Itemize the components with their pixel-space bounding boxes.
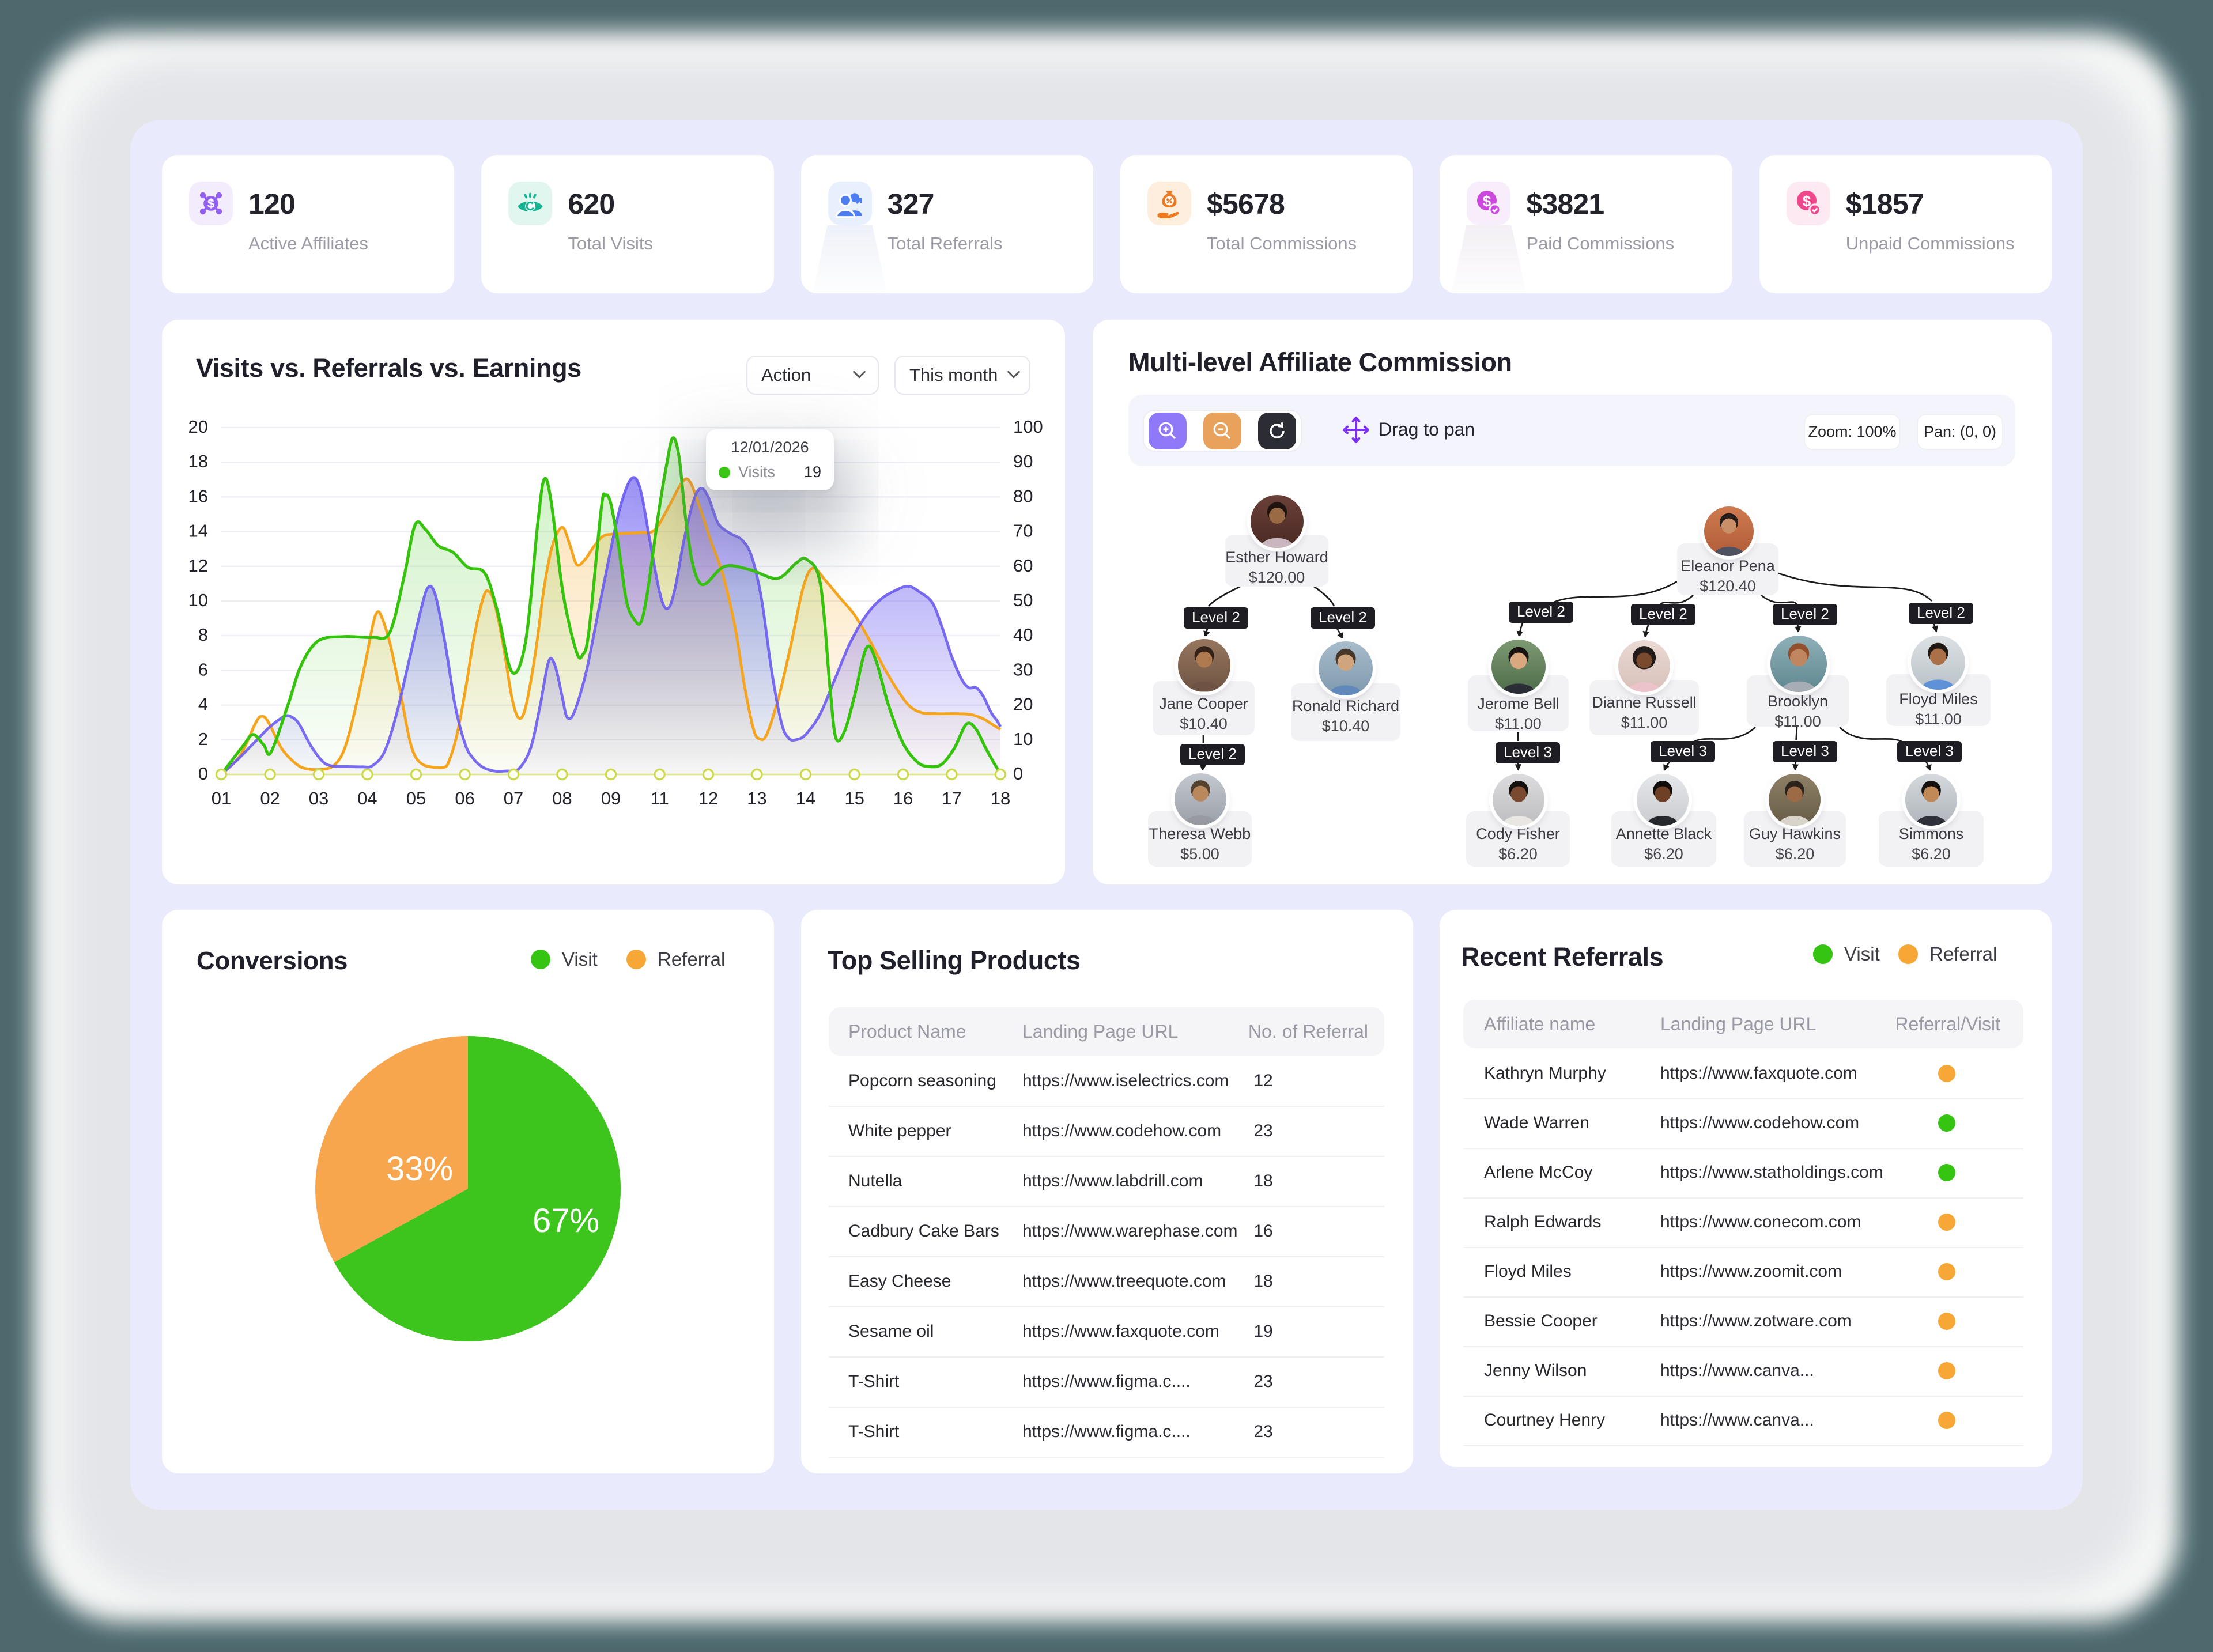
- svg-text:16: 16: [893, 788, 913, 808]
- svg-text:10: 10: [188, 590, 208, 610]
- svg-text:06: 06: [455, 788, 474, 808]
- svg-text:20: 20: [1013, 694, 1033, 715]
- svg-text:0: 0: [198, 763, 208, 784]
- svg-text:01: 01: [212, 788, 231, 808]
- svg-text:33%: 33%: [386, 1150, 453, 1188]
- svg-text:30: 30: [1013, 659, 1033, 679]
- svg-text:67%: 67%: [533, 1202, 599, 1239]
- svg-text:0: 0: [1013, 763, 1023, 784]
- svg-text:07: 07: [504, 788, 523, 808]
- svg-text:17: 17: [942, 788, 961, 808]
- svg-text:60: 60: [1013, 555, 1033, 576]
- svg-text:8: 8: [198, 625, 208, 645]
- svg-text:10: 10: [1013, 729, 1033, 749]
- svg-text:50: 50: [1013, 590, 1033, 610]
- svg-text:$: $: [1803, 192, 1811, 210]
- svg-text:12: 12: [698, 788, 718, 808]
- svg-text:03: 03: [309, 788, 328, 808]
- svg-text:80: 80: [1013, 486, 1033, 506]
- svg-text:05: 05: [406, 788, 426, 808]
- svg-text:11: 11: [651, 788, 669, 808]
- svg-text:12: 12: [188, 555, 208, 576]
- svg-text:18: 18: [991, 788, 1010, 808]
- svg-text:16: 16: [188, 486, 208, 506]
- svg-text:$: $: [1483, 192, 1491, 210]
- svg-text:14: 14: [188, 521, 208, 541]
- svg-text:20: 20: [188, 417, 208, 437]
- svg-text:14: 14: [796, 788, 815, 808]
- svg-text:6: 6: [198, 659, 208, 679]
- svg-text:40: 40: [1013, 625, 1033, 645]
- svg-text:100: 100: [1013, 417, 1043, 437]
- svg-text:90: 90: [1013, 451, 1033, 471]
- svg-text:02: 02: [260, 788, 280, 808]
- svg-text:13: 13: [747, 788, 766, 808]
- svg-text:$: $: [207, 196, 214, 211]
- svg-text:18: 18: [188, 451, 208, 471]
- svg-text:4: 4: [198, 694, 208, 715]
- svg-text:70: 70: [1013, 521, 1033, 541]
- svg-text:09: 09: [601, 788, 621, 808]
- svg-text:15: 15: [844, 788, 864, 808]
- svg-text:08: 08: [552, 788, 572, 808]
- svg-text:2: 2: [198, 729, 208, 749]
- svg-text:04: 04: [357, 788, 377, 808]
